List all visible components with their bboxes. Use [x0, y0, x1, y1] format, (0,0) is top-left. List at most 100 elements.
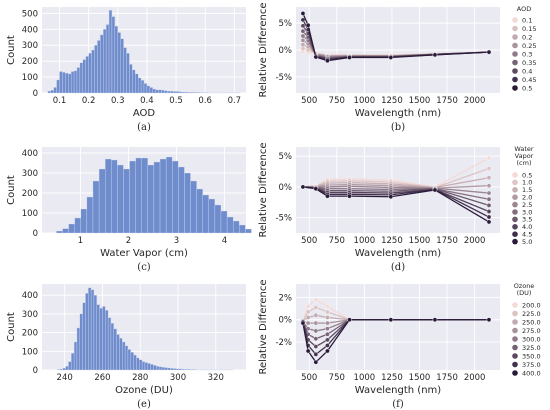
histogram-bar [190, 92, 194, 94]
histogram-bar [159, 158, 167, 234]
legend-marker [512, 353, 518, 359]
data-point [313, 305, 319, 310]
histogram-bar [184, 369, 188, 371]
histogram-bars [56, 156, 252, 234]
histogram-bar [187, 369, 191, 371]
x-tick-label: 240 [57, 373, 73, 383]
legend-entry: 225.0 [522, 310, 541, 318]
histogram-bar [161, 89, 165, 94]
data-point [486, 183, 492, 188]
x-axis-label: Ozone (DU) [115, 385, 173, 396]
x-tick-label: 0.4 [140, 96, 154, 106]
data-point [486, 166, 492, 171]
histogram-bar [141, 361, 146, 371]
histogram-bar [226, 216, 234, 234]
data-point [347, 193, 352, 199]
data-point [486, 214, 492, 220]
y-tick-label: 0% [279, 46, 293, 56]
x-axis-label: Wavelength (nm) [355, 108, 441, 119]
legend-marker [512, 224, 518, 230]
histogram-bar [65, 72, 69, 94]
histogram-bar [62, 228, 69, 234]
histogram-bar [181, 91, 185, 94]
histogram-bar [149, 87, 153, 94]
legend-marker [512, 34, 518, 40]
y-tick-label: 200 [22, 329, 38, 339]
legend-marker [512, 172, 518, 178]
y-tick-label: 400 [22, 291, 38, 301]
histogram-bar [136, 357, 140, 371]
data-point [486, 175, 492, 181]
y-tick-label: 400 [22, 25, 38, 35]
x-tick-label: 500 [301, 373, 317, 383]
histogram-bar [56, 230, 63, 234]
legend-entry: 0.5 [522, 171, 532, 179]
legend-entry: 0.45 [522, 76, 536, 84]
x-tick-label: 0.5 [169, 96, 183, 106]
histogram-bar [100, 34, 104, 94]
data-point [325, 343, 330, 348]
legend-marker [512, 17, 518, 23]
data-point [325, 331, 330, 337]
legend-entry: 0.4 [522, 67, 532, 75]
legend-marker [512, 85, 518, 91]
legend-entry: 0.2 [522, 33, 532, 41]
histogram-bar [126, 53, 130, 94]
x-tick-label: 1250 [381, 236, 403, 246]
legend-entry: 0.25 [522, 42, 536, 50]
histogram-bar [178, 368, 182, 371]
histogram-bar [65, 366, 69, 371]
legend-marker [512, 361, 518, 368]
x-axis-label: Wavelength (nm) [355, 385, 441, 396]
data-point [305, 22, 311, 28]
histogram-bar [165, 156, 173, 234]
histogram-bar [164, 367, 168, 371]
legend-marker [512, 319, 518, 325]
data-point [300, 33, 306, 39]
histogram-bar [190, 180, 197, 234]
histogram-bar [158, 89, 162, 94]
histogram-bar [70, 71, 75, 94]
legend-title-line: (cm) [517, 159, 532, 167]
y-tick-label: 2% [279, 293, 293, 303]
panel-label: (e) [137, 399, 151, 410]
legend-marker [512, 302, 518, 308]
histogram-bar [104, 158, 112, 234]
x-axis-label: Wavelength (nm) [355, 248, 441, 259]
series-line [302, 13, 490, 62]
y-axis-label: Count [6, 35, 17, 65]
x-tick-label: 1750 [436, 236, 458, 246]
histogram-bar [155, 89, 159, 94]
legend-entry: 4.5 [522, 231, 532, 239]
histogram-bar [71, 352, 75, 371]
data-point [486, 209, 492, 214]
panel-f: 500 750 1000 1250 1500 1750 2000 -2% 0% 2% Wavelen… [258, 279, 541, 410]
y-tick-label: 300 [22, 169, 38, 179]
x-tick-label: 1250 [381, 373, 403, 383]
histogram-bar [158, 366, 163, 371]
x-tick-label: 1000 [354, 373, 376, 383]
y-tick-label: 100 [22, 73, 38, 83]
data-point [313, 344, 319, 349]
data-point [486, 49, 492, 55]
legend-marker [512, 179, 518, 186]
data-point [300, 28, 306, 34]
histogram-bars [56, 287, 233, 371]
histogram-bar [150, 364, 154, 371]
x-tick-label: 2 [126, 236, 131, 246]
y-tick-label: 0 [33, 366, 38, 376]
data-point [486, 196, 492, 202]
histogram-bar [127, 349, 131, 371]
data-point [305, 304, 311, 309]
histogram-bar [190, 369, 194, 371]
histogram-bar [173, 368, 177, 371]
histogram-bar [153, 365, 157, 371]
histogram-bar [140, 80, 145, 94]
y-tick-label: -5% [275, 214, 292, 224]
histogram-bar [233, 220, 240, 234]
data-point [325, 326, 330, 331]
legend-entry: 3.0 [522, 208, 532, 216]
series-lines [300, 11, 492, 64]
legend-marker [512, 231, 518, 237]
histogram-bar [144, 362, 148, 371]
